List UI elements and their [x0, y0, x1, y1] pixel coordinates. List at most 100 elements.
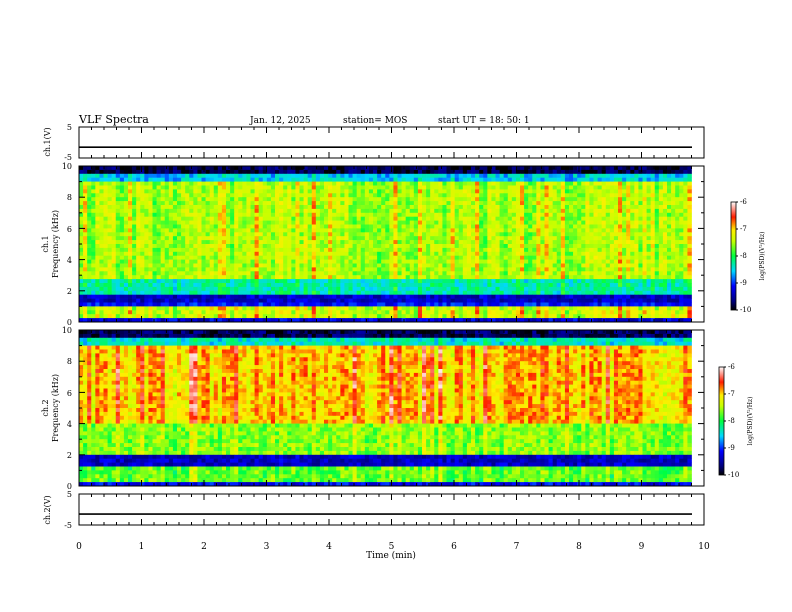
spectrogram-cell — [172, 166, 178, 171]
spectrogram-cell — [287, 169, 292, 175]
spectrogram-cell — [246, 228, 251, 233]
spectrogram-cell — [662, 247, 668, 253]
spectrogram-cell — [307, 169, 313, 175]
spectrogram-cell — [573, 224, 578, 229]
spectrogram-cell — [156, 255, 162, 260]
spectrogram-cell — [258, 212, 264, 218]
spectrogram-cell — [515, 169, 521, 175]
spectrogram-cell — [646, 208, 652, 214]
spectrogram-cell — [148, 224, 153, 229]
spectrogram-cell — [368, 232, 374, 237]
spectrogram-cell — [164, 240, 170, 245]
spectrogram-cell — [156, 166, 162, 171]
spectrogram-cell — [328, 220, 333, 225]
spectrogram-cell — [226, 193, 231, 198]
spectrogram-cell — [132, 181, 137, 186]
spectrogram-cell — [683, 283, 688, 288]
spectrogram-cell — [348, 244, 353, 249]
spectrogram-cell — [119, 189, 125, 194]
spectrogram-cell — [185, 205, 190, 210]
spectrogram-cell — [279, 228, 284, 233]
spectrogram-cell — [646, 232, 652, 237]
spectrogram-cell — [144, 181, 149, 186]
spectrogram-cell — [515, 224, 521, 229]
spectrogram-cell — [311, 189, 317, 194]
spectrogram-cell — [193, 201, 198, 206]
spectrogram-cell — [91, 189, 96, 194]
spectrogram-cell — [667, 263, 672, 268]
spectrogram-cell — [499, 251, 505, 257]
spectrogram-cell — [634, 177, 639, 182]
spectrogram-cell — [205, 255, 211, 260]
spectrogram-cell — [315, 212, 321, 218]
spectrogram-cell — [564, 173, 570, 179]
spectrogram-cell — [340, 181, 345, 186]
spectrogram-cell — [303, 205, 309, 210]
spectrogram-cell — [148, 290, 153, 296]
spectrogram-cell — [381, 166, 386, 171]
spectrogram-cell — [99, 205, 104, 210]
spectrogram-cell — [381, 275, 386, 280]
spectrogram-cell — [520, 286, 525, 292]
spectrogram-cell — [426, 255, 431, 260]
spectrogram-cell — [103, 279, 108, 284]
spectrogram-cell — [577, 177, 582, 182]
spectrogram-cell — [128, 263, 133, 268]
spectrogram-cell — [556, 189, 562, 194]
spectrogram-cell — [262, 193, 268, 198]
spectrogram-cell — [156, 244, 162, 249]
spectrogram-cell — [471, 177, 476, 182]
spectrogram-cell — [177, 197, 182, 202]
spectrogram-cell — [409, 220, 415, 225]
spectrogram-cell — [340, 251, 345, 257]
spectrogram-cell — [352, 205, 358, 210]
spectrogram-cell — [164, 197, 170, 202]
spectrogram-cell — [622, 189, 627, 194]
spectrogram-cell — [119, 247, 125, 253]
spectrogram-cell — [340, 208, 345, 214]
spectrogram-cell — [213, 244, 219, 249]
spectrogram-cell — [181, 279, 186, 284]
spectrogram-cell — [307, 259, 313, 264]
spectrogram-cell — [507, 247, 513, 253]
spectrogram-cell — [483, 166, 488, 171]
spectrogram-cell — [417, 205, 423, 210]
spectrogram-cell — [172, 173, 178, 179]
spectrogram-cell — [99, 286, 104, 292]
spectrogram-cell — [687, 236, 692, 241]
spectrogram-cell — [609, 193, 615, 198]
spectrogram-cell — [654, 259, 660, 264]
spectrogram-cell — [393, 169, 398, 175]
spectrogram-cell — [450, 267, 456, 272]
spectrogram-cell — [458, 224, 464, 229]
spectrogram-cell — [528, 247, 533, 253]
spectrogram-cell — [491, 255, 496, 260]
spectrogram-cell — [422, 185, 427, 190]
spectrogram-cell — [507, 259, 513, 264]
spectrogram-cell — [119, 251, 125, 257]
spectrogram-cell — [299, 263, 304, 268]
spectrogram-cell — [540, 251, 545, 257]
spectrogram-cell — [344, 255, 349, 260]
spectrogram-cell — [295, 251, 300, 257]
spectrogram-cell — [275, 290, 280, 296]
spectrogram-cell — [679, 197, 684, 202]
spectrogram-cell — [209, 220, 215, 225]
spectrogram-cell — [593, 236, 598, 241]
spectrogram-cell — [642, 189, 647, 194]
spectrogram-cell — [671, 236, 676, 241]
spectrogram-cell — [266, 283, 272, 288]
spectrogram-cell — [209, 290, 215, 296]
spectrogram-cell — [454, 267, 460, 272]
spectrogram-cell — [95, 283, 100, 288]
spectrogram-cell — [618, 283, 623, 288]
spectrogram-cell — [397, 255, 402, 260]
spectrogram-cell — [528, 283, 533, 288]
spectrogram-cell — [242, 255, 247, 260]
spectrogram-cell — [303, 263, 309, 268]
spectrogram-cell — [503, 185, 509, 190]
spectrogram-cell — [246, 275, 251, 280]
spectrogram-cell — [654, 205, 660, 210]
spectrogram-cell — [221, 201, 227, 206]
spectrogram-cell — [450, 244, 456, 249]
